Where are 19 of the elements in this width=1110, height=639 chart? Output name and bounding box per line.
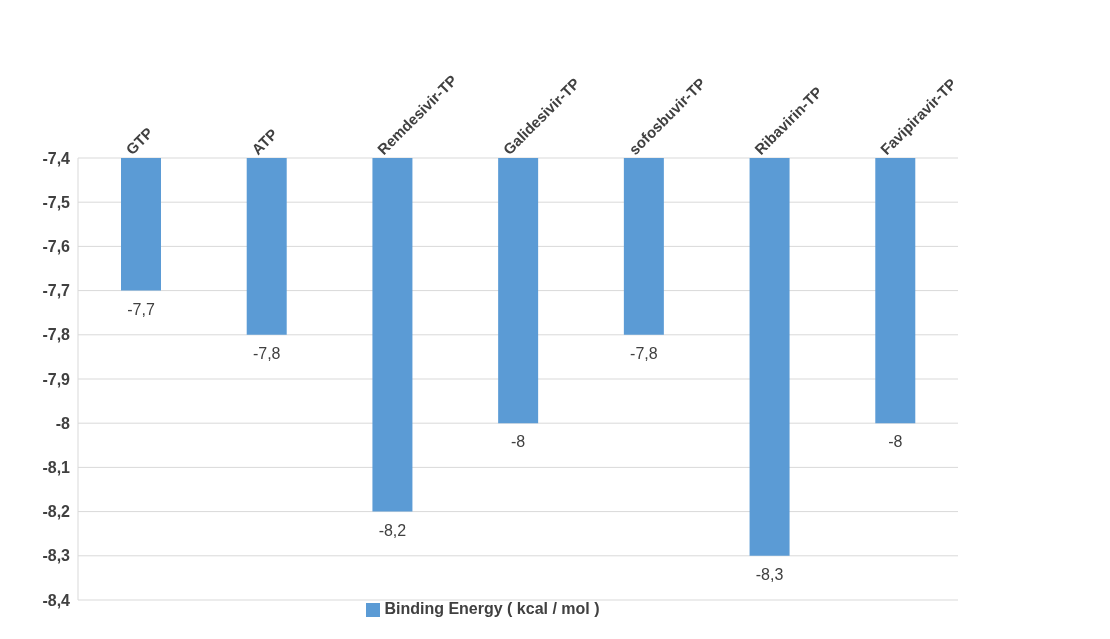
- data-label: -8,3: [755, 565, 784, 583]
- data-label: -7,8: [252, 344, 281, 362]
- y-tick-label: -7,7: [42, 282, 71, 300]
- y-tick-label: -7,6: [42, 238, 71, 256]
- data-label: -7,8: [630, 344, 658, 362]
- data-label: -8: [888, 433, 903, 451]
- y-tick-label: -7,4: [42, 149, 71, 167]
- y-tick-label: -7,5: [42, 193, 71, 211]
- y-tick-label: -8,2: [42, 503, 71, 521]
- y-tick-label: -7,9: [42, 370, 71, 388]
- y-tick-label: -8,1: [42, 459, 71, 477]
- data-label: -8: [511, 433, 526, 451]
- legend-label: Binding Energy ( kcal / mol ): [384, 600, 600, 617]
- y-tick-label: -7,8: [42, 326, 71, 344]
- y-tick-label: -8,4: [42, 591, 71, 609]
- y-tick-label: -8: [55, 414, 71, 432]
- data-label: -7,7: [127, 300, 155, 318]
- y-tick-label: -8,3: [42, 547, 71, 565]
- data-label: -8,2: [378, 521, 407, 539]
